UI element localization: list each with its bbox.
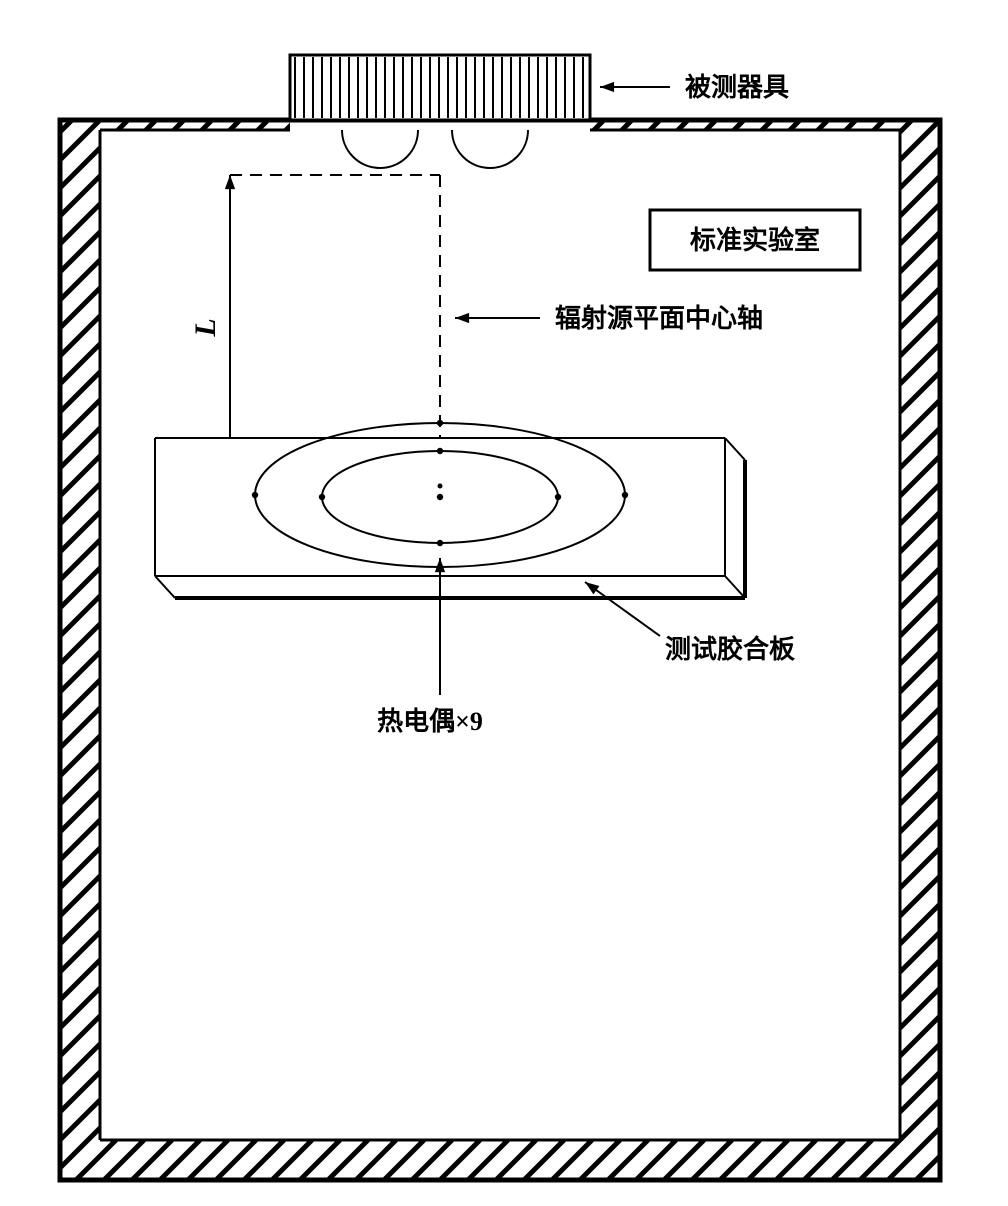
svg-text:热电偶×9: 热电偶×9	[377, 707, 483, 736]
svg-text:L: L	[189, 318, 222, 337]
svg-text:测试胶合板: 测试胶合板	[665, 634, 795, 664]
svg-text:标准实验室: 标准实验室	[690, 225, 820, 255]
experiment-diagram: 标准实验室 L 被测器具辐射源平面中心轴测试胶合板热电偶×9	[0, 0, 1008, 1206]
svg-text:被测器具: 被测器具	[685, 73, 789, 102]
svg-text:辐射源平面中心轴: 辐射源平面中心轴	[555, 304, 763, 333]
